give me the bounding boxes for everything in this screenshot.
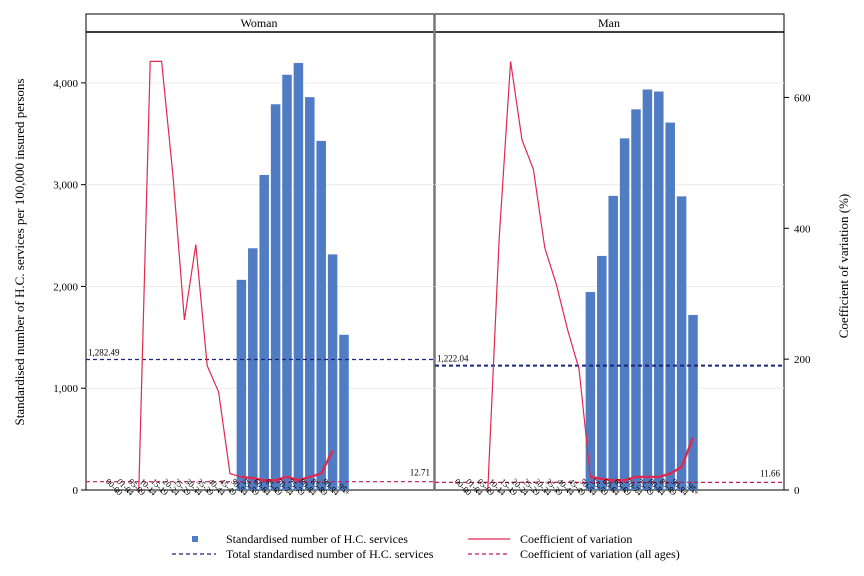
y-tick-label-4: 4,000: [53, 78, 78, 90]
y2-tick-label-3: 600: [794, 92, 811, 104]
y2-tick-label-1: 200: [794, 354, 811, 366]
bars: [236, 63, 698, 491]
legend-label-hc-services: Standardised number of H.C. services: [226, 532, 408, 546]
y2-axis-title: Coefficient of variation (%): [836, 194, 851, 339]
bar-man-50-54: [585, 292, 596, 490]
bar-man-95+: [688, 314, 698, 490]
bar-woman-60-64: [259, 174, 269, 490]
legend-label-total-hc: Total standardised number of H.C. servic…: [226, 547, 434, 561]
cv-line-bold-man: [590, 437, 695, 482]
y-tick-label-3: 3,000: [53, 180, 78, 192]
cv-all-label-man: 11.66: [760, 468, 780, 478]
y2-tick-label-0: 0: [794, 485, 800, 497]
legend-label-cv-all: Coefficient of variation (all ages): [520, 547, 680, 561]
cv-all-label-woman: 12.71: [410, 468, 430, 478]
bar-woman-85-89: [316, 140, 326, 490]
bar-man-65-69: [619, 138, 630, 490]
total-hc-label-man: 1,222.04: [437, 354, 469, 364]
legend-label-cv: Coefficient of variation: [520, 532, 632, 546]
bar-woman-70-74: [282, 74, 292, 490]
y-tick-label-0: 0: [73, 485, 79, 497]
bar-woman-65-69: [270, 104, 281, 491]
bar-man-70-74: [631, 109, 641, 491]
y2-tick-label-2: 400: [794, 223, 811, 235]
cv-line-bold-woman: [241, 450, 334, 482]
y-tick-label-1: 1,000: [53, 383, 78, 395]
panel-title-woman: Woman: [240, 16, 277, 30]
bar-woman-90-94: [327, 254, 338, 490]
bar-woman-50-54: [236, 279, 247, 490]
bar-man-75-79: [642, 89, 653, 490]
bar-man-60-64: [608, 195, 618, 490]
bar-man-90-94: [676, 196, 687, 491]
x-tick-label-woman-95+: 95+: [336, 481, 353, 498]
y-tick-label-2: 2,000: [53, 281, 78, 293]
bar-woman-80-84: [305, 97, 315, 490]
panel-title-man: Man: [598, 16, 620, 30]
legend: Standardised number of H.C. services Coe…: [172, 532, 680, 561]
bar-woman-95+: [339, 334, 349, 490]
bar-woman-75-79: [293, 63, 304, 490]
y-axis-title: Standardised number of H.C. services per…: [12, 79, 27, 426]
bar-man-80-84: [654, 91, 664, 490]
bar-man-55-59: [597, 255, 607, 490]
cv-line-woman: [138, 60, 334, 491]
cv-lines: [138, 60, 695, 491]
total-hc-label-woman: 1,282.49: [88, 347, 120, 357]
x-tick-label-man-95+: 95+: [685, 481, 702, 498]
bar-man-85-89: [665, 122, 675, 491]
bar-woman-55-59: [248, 248, 258, 490]
legend-swatch-hc-services: [192, 536, 198, 542]
